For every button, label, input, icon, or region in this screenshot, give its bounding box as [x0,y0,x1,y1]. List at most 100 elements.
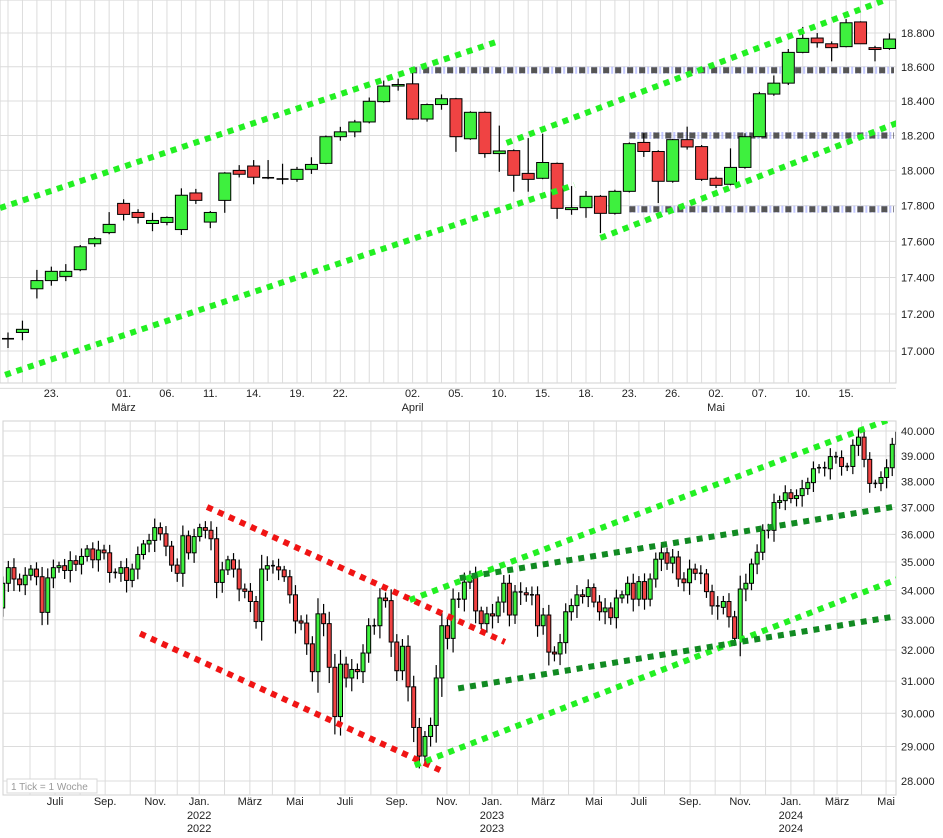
candle [225,555,231,576]
candle [703,568,709,598]
candle-body-down [580,594,586,598]
candle [687,559,693,595]
candle-body-down [703,573,709,593]
candle [290,166,304,182]
candle [219,561,225,593]
y-tick-label: 28.000 [901,776,935,788]
candle [281,565,287,582]
candle [738,133,752,169]
candle [512,585,518,624]
y-tick-label: 17.600 [901,236,935,248]
candle [889,437,895,477]
candle [270,560,275,574]
candle [551,646,557,662]
x-tick-label: Juli [47,796,64,808]
candle-body-up [850,444,856,467]
candle [191,528,197,563]
y-tick-label: 35.000 [901,557,935,569]
y-tick-label: 18.200 [901,130,935,142]
candle-body-up [574,594,580,607]
candle [449,97,463,152]
candle [709,176,723,188]
candle [726,593,732,628]
candle [146,212,159,232]
candle [62,558,68,579]
candle-body-up [338,663,343,718]
candle-body-down [692,568,698,574]
candle [435,94,448,110]
candle-body-up [647,578,653,600]
candle-body-down [523,592,529,596]
candle [625,576,631,604]
candle [113,568,118,579]
candle [5,560,11,592]
candle [748,558,754,591]
candle-body-down [825,43,839,49]
x-tick-label: 02. [405,388,420,400]
candle-body-up [30,280,44,290]
candle [377,588,383,639]
candle-body-up [304,163,318,170]
candle [366,618,372,663]
candle-body-up [889,443,895,469]
candle [3,576,6,617]
x-tick-year: 2022 [187,810,211,822]
candle-body-up [3,582,6,609]
y-tick-label: 33.000 [901,615,935,627]
x-tick-year: 2024 [779,810,803,822]
candle-body-up [56,565,62,569]
candle-body-down [473,575,479,612]
y-tick-label: 17.200 [901,309,935,321]
candle [232,165,246,178]
candle [326,611,332,684]
candle [825,41,839,62]
candle [585,579,591,608]
trendline-channel-light [0,39,498,211]
y-tick-label: 29.000 [901,742,935,754]
plot-content [3,421,896,773]
candle-body-up [687,568,693,584]
candle [608,602,614,625]
candle [724,148,737,186]
candle-body-down [608,607,614,619]
candle-body-up [319,136,333,164]
candle-body-down [507,150,521,176]
candle-body-down [550,162,564,209]
candle-body-down [535,594,541,627]
candle [484,606,490,633]
candle [463,111,477,140]
candle [17,573,23,592]
candle-body-up [622,143,636,192]
candle-body-down [208,529,214,540]
candle [152,518,158,552]
candle-body-up [88,238,102,245]
candle-body-down [444,625,450,639]
candle [433,665,439,743]
candle-body-down [726,601,732,618]
candle [709,584,715,615]
x-tick-month: Mai [707,402,725,414]
candle [101,544,107,560]
candle-body-up [760,529,766,553]
candle [854,21,868,45]
candle-body-up [22,574,28,586]
candle [399,638,405,681]
candle-body-up [463,111,477,140]
candle-body-up [191,536,197,554]
x-tick-label: 23. [622,388,637,400]
candle [827,448,833,480]
candle-body-up [197,527,203,538]
candle [33,562,39,586]
x-tick-label: 06. [159,388,174,400]
trendline-channel-light [408,421,894,603]
daily-candlestick-chart: 18.800 18.600 18.400 18.200 18.000 17.800 17.6… [0,0,935,414]
candle [180,525,186,587]
candle-body-up [799,488,805,497]
candle [197,523,203,542]
candle-body-down [90,548,96,561]
candle-body-up [44,270,58,282]
candle [695,145,709,181]
candle-body-down [478,610,484,625]
candle-body-down [117,202,131,215]
candle [333,126,347,141]
